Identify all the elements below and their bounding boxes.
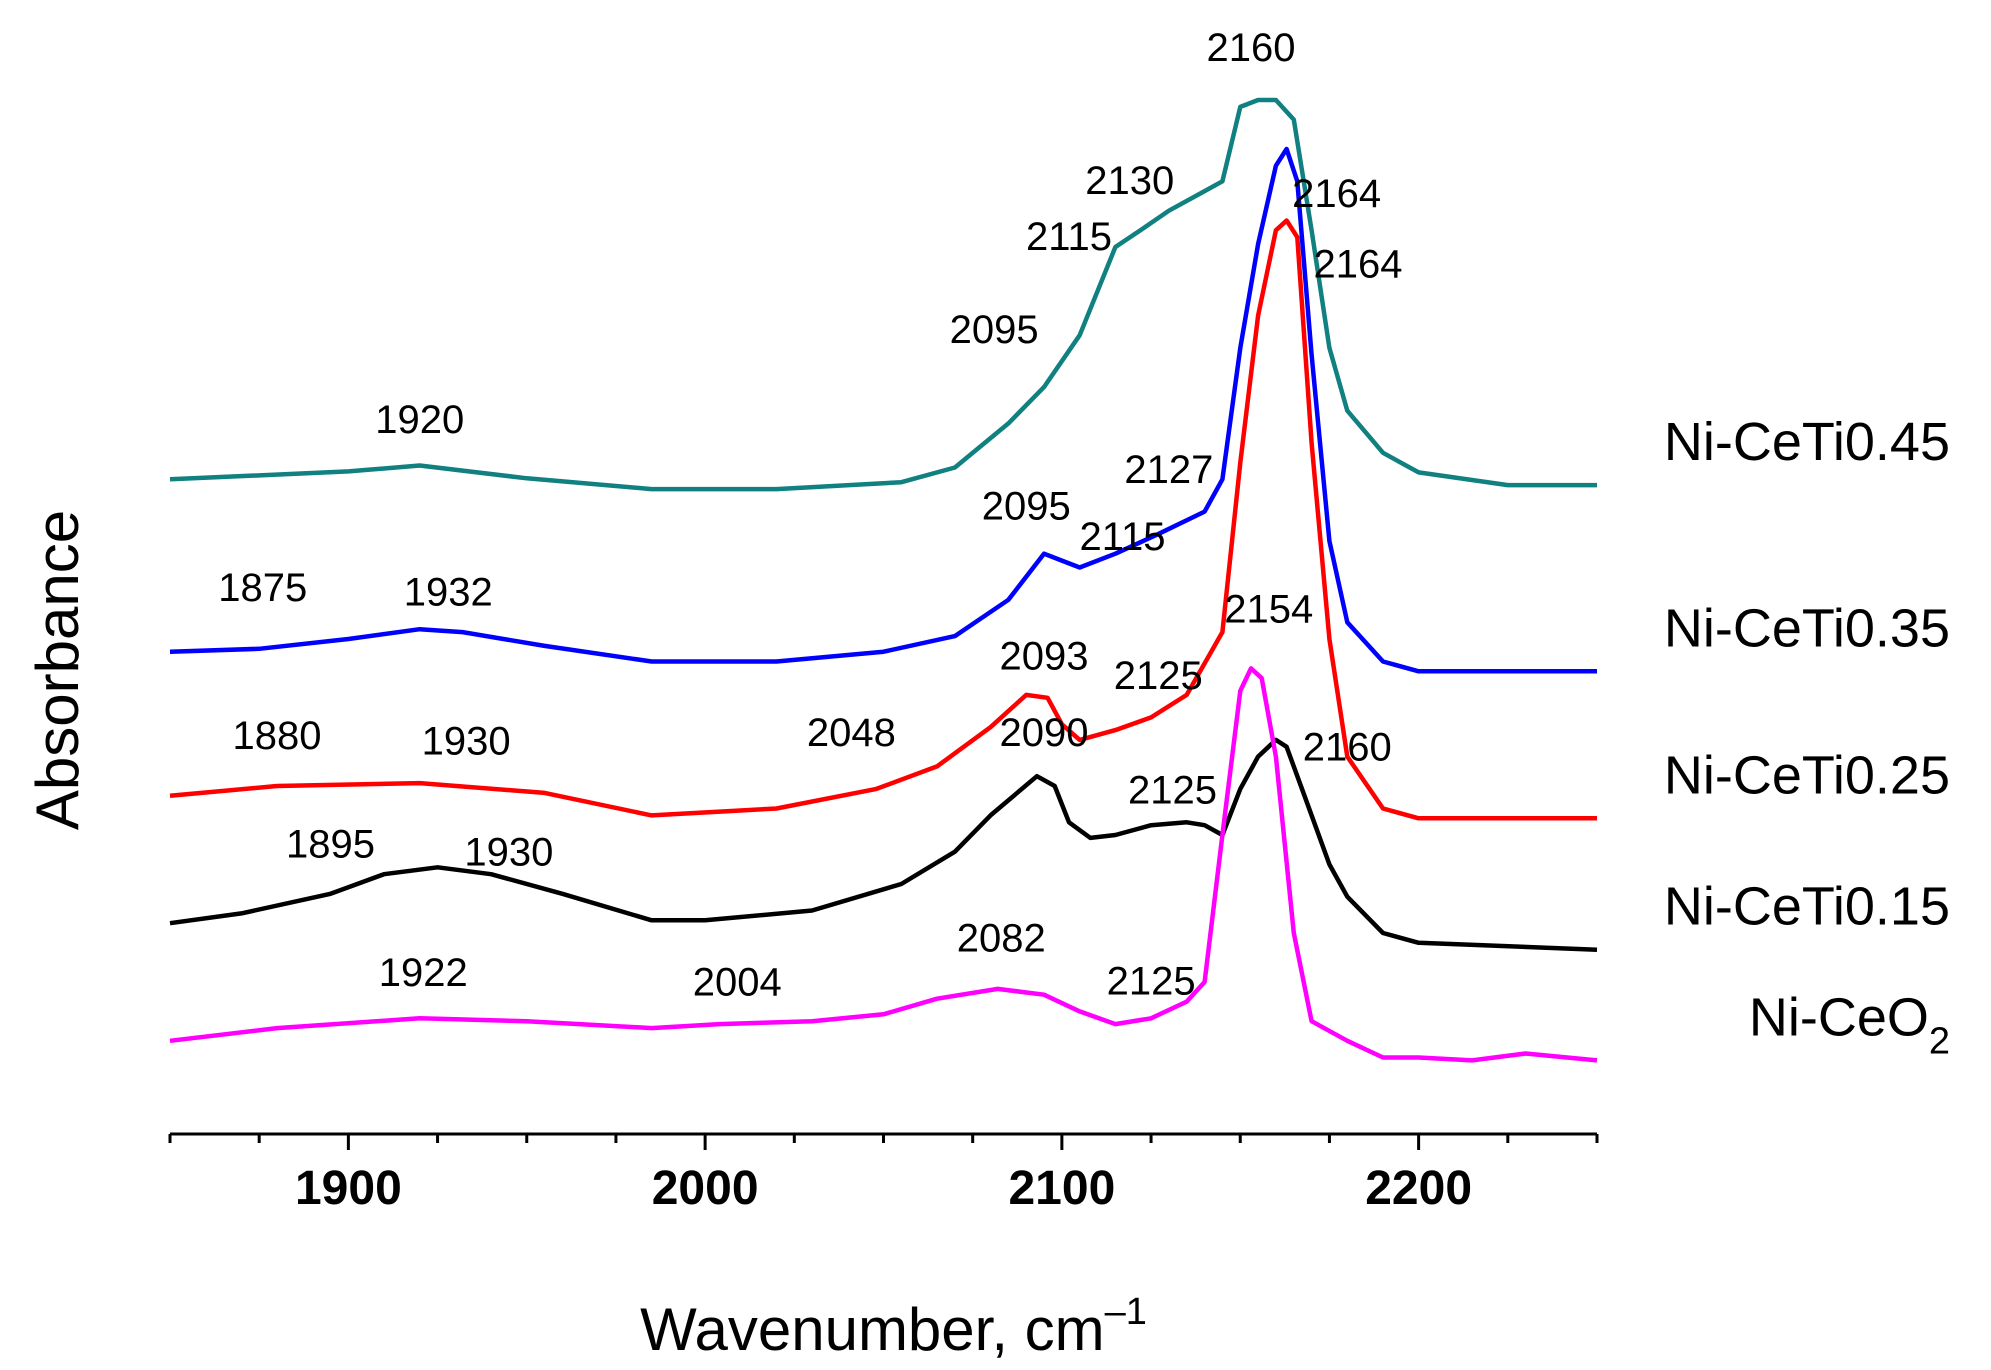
peak-label: 1920 xyxy=(375,398,464,442)
series-line-ni-ceti0-35 xyxy=(169,146,1597,674)
peak-label: 2130 xyxy=(1085,159,1174,203)
series-line-ni-ceti0-45 xyxy=(169,97,1597,492)
series-label-main: Ni-CeTi0.25 xyxy=(1664,745,1950,805)
peak-label: 2125 xyxy=(1128,769,1217,813)
series-label: Ni-CeTi0.45 xyxy=(1664,412,1950,472)
x-tick-label: 2000 xyxy=(652,1162,759,1215)
peak-label: 1932 xyxy=(404,571,493,615)
series-label: Ni-CeTi0.25 xyxy=(1664,745,1950,805)
peak-label: 2125 xyxy=(1107,960,1196,1004)
x-axis-title-sup: –1 xyxy=(1105,1291,1147,1333)
x-tick-label: 2100 xyxy=(1008,1162,1115,1215)
x-axis-title: Wavenumber, cm–1 xyxy=(640,1291,1147,1363)
peak-label: 1922 xyxy=(379,951,468,995)
series-label-main: Ni-CeTi0.35 xyxy=(1664,598,1950,658)
x-axis: 1900 2000 2100 2200 xyxy=(168,1132,1599,1215)
peak-label: 2164 xyxy=(1314,242,1403,286)
series-label: Ni-CeTi0.35 xyxy=(1664,598,1950,658)
peak-label: 1880 xyxy=(233,714,322,758)
peak-label: 2090 xyxy=(1000,711,1089,755)
peak-label: 2115 xyxy=(1026,215,1112,259)
peak-label: 2164 xyxy=(1292,172,1381,216)
x-tick-label: 2200 xyxy=(1365,1162,1472,1215)
peak-label: 1930 xyxy=(464,830,553,874)
peak-label: 1895 xyxy=(286,823,375,867)
series-line-ni-ceti0-25 xyxy=(169,218,1597,821)
series-label-sub: 2 xyxy=(1929,1020,1950,1062)
y-axis-title: Absorbance xyxy=(24,510,91,830)
peak-label: 2048 xyxy=(807,711,896,755)
series-label-main: Ni-CeTi0.15 xyxy=(1664,877,1950,937)
x-ticks xyxy=(168,1134,1599,1150)
peak-label: 1930 xyxy=(422,720,511,764)
peak-label: 2125 xyxy=(1114,654,1203,698)
series-labels: Ni-CeTi0.45 Ni-CeTi0.35 Ni-CeTi0.25 Ni-CeTi… xyxy=(1664,412,1950,1062)
peak-label: 2160 xyxy=(1207,26,1296,70)
series-label-main: Ni-CeO xyxy=(1749,987,1929,1047)
x-axis-title-text: Wavenumber, cm xyxy=(640,1296,1105,1363)
series-lines xyxy=(169,97,1598,1063)
series-label: Ni-CeO2 xyxy=(1749,987,1950,1062)
peak-label: 2082 xyxy=(957,917,1046,961)
peak-label: 1875 xyxy=(218,566,307,610)
peak-label: 2004 xyxy=(693,961,782,1005)
x-tick-labels: 1900 2000 2100 2200 xyxy=(295,1162,1472,1215)
peak-label: 2095 xyxy=(982,484,1071,528)
series-line-ni-ceo2 xyxy=(169,666,1598,1063)
series-label-main: Ni-CeTi0.45 xyxy=(1664,412,1950,472)
series-label: Ni-CeTi0.15 xyxy=(1664,877,1950,937)
peak-label: 2115 xyxy=(1079,515,1165,559)
series-line-ni-ceti0-15 xyxy=(169,737,1598,952)
peak-label: 2095 xyxy=(950,308,1039,352)
peak-label: 2127 xyxy=(1124,448,1213,492)
x-tick-label: 1900 xyxy=(295,1162,402,1215)
peak-label: 2154 xyxy=(1224,587,1313,631)
peak-label: 2160 xyxy=(1303,726,1392,770)
peak-label: 2093 xyxy=(1000,634,1089,678)
